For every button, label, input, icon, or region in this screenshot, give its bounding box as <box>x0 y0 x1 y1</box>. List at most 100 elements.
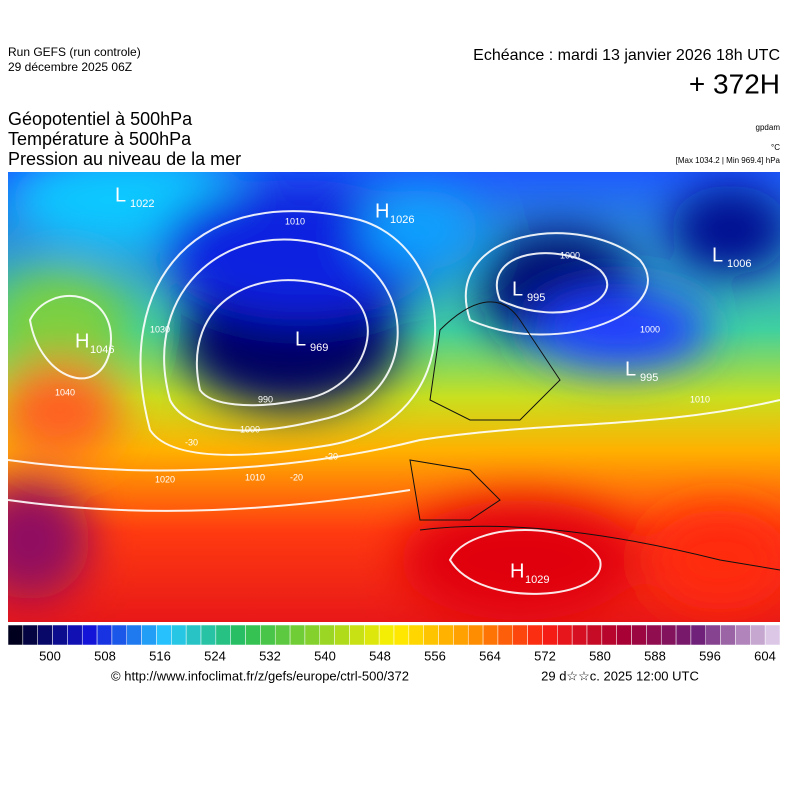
center-letter: L <box>625 358 636 380</box>
contour-label: 1010 <box>245 472 265 482</box>
title-line: Température à 500hPa <box>8 129 192 149</box>
colorbar-swatch <box>171 624 187 646</box>
colorbar-swatch <box>616 624 632 646</box>
center-value: 1006 <box>727 258 751 270</box>
center-value: 995 <box>640 372 658 384</box>
colorbar-swatch <box>245 624 261 646</box>
colorbar-tick-label: 516 <box>149 648 171 663</box>
colorbar-swatch <box>720 624 736 646</box>
colorbar-swatch <box>557 624 573 646</box>
center-value: 1026 <box>390 214 414 226</box>
contour-label: 1000 <box>640 324 660 334</box>
colorbar-swatch <box>111 624 128 646</box>
colorbar-tick-label: 580 <box>589 648 611 663</box>
colorbar-swatch <box>453 624 469 646</box>
colorbar-swatch <box>96 624 113 646</box>
unit: °C <box>771 143 780 152</box>
colorbar-swatch <box>52 624 68 646</box>
colorbar-swatch <box>601 624 617 646</box>
center-value: 1022 <box>130 198 154 210</box>
colorbar-swatch <box>497 624 514 646</box>
colorbar-swatch <box>67 624 83 646</box>
contour-label: 1010 <box>690 394 710 404</box>
center-value: 1046 <box>90 344 114 356</box>
center-letter: L <box>115 184 126 206</box>
colorbar-tick-label: 508 <box>94 648 116 663</box>
colorbar-swatch <box>274 624 291 646</box>
colorbar-tick-label: 532 <box>259 648 281 663</box>
colorbar-swatch <box>512 624 528 646</box>
contour-label: 1040 <box>55 387 75 397</box>
colorbar-tick-label: 500 <box>39 648 61 663</box>
colorbar-tick-label: 548 <box>369 648 391 663</box>
title-line: Pression au niveau de la mer <box>8 149 241 169</box>
colorbar-swatch <box>690 624 707 646</box>
contour-label: -30 <box>185 437 198 447</box>
colorbar-swatch <box>571 624 588 646</box>
colorbar-swatch <box>7 624 24 646</box>
colorbar-swatch <box>735 624 751 646</box>
center-letter: L <box>512 278 523 300</box>
contour-label: 1020 <box>155 474 175 484</box>
colorbar-swatch <box>393 624 410 646</box>
colorbar-tick-label: 596 <box>699 648 721 663</box>
run: Run GEFS (run controle) <box>8 45 141 59</box>
colorbar-swatch <box>438 624 454 646</box>
colorbar-swatch <box>646 624 662 646</box>
contour-label: 1030 <box>150 324 170 334</box>
colorbar-swatch <box>230 624 246 646</box>
colorbar: 500 508 516 524 532 540 548 556 564 572 580 588 596 6… <box>7 624 781 663</box>
contour-label: -20 <box>290 472 303 482</box>
unit: gpdam <box>756 123 781 132</box>
contour-label: 990 <box>258 394 273 404</box>
colorbar-swatch <box>527 624 543 646</box>
colorbar-swatch <box>660 624 677 646</box>
contour-label: 1010 <box>285 216 305 226</box>
colorbar-swatch <box>675 624 692 646</box>
center-value: 995 <box>527 292 545 304</box>
colorbar-swatch <box>378 624 395 646</box>
colorbar-swatch <box>141 624 157 646</box>
colorbar-swatch <box>750 624 766 646</box>
colorbar-swatch <box>349 624 365 646</box>
colorbar-swatch <box>81 624 98 646</box>
center-letter: L <box>295 328 306 350</box>
colorbar-swatch <box>586 624 603 646</box>
center-value: 1029 <box>525 574 549 586</box>
run-date: 29 décembre 2025 06Z <box>8 60 132 74</box>
colorbar-swatch <box>215 624 231 646</box>
colorbar-swatch <box>200 624 217 646</box>
colorbar-tick-label: 572 <box>534 648 556 663</box>
colorbar-swatch <box>364 624 380 646</box>
colorbar-swatch <box>764 624 781 646</box>
footer-url: © http://www.infoclimat.fr/z/gefs/europe… <box>111 668 409 683</box>
footer-issued: 29 d☆☆c. 2025 12:00 UTC <box>541 668 699 683</box>
colorbar-swatch <box>37 624 53 646</box>
contour-label: 1000 <box>240 424 260 434</box>
colorbar-swatch <box>289 624 306 646</box>
colorbar-swatch <box>319 624 335 646</box>
colorbar-tick-label: 556 <box>424 648 446 663</box>
title-line: Géopotentiel à 500hPa <box>8 109 193 129</box>
colorbar-swatch <box>22 624 38 646</box>
colorbar-tick-label: 564 <box>479 648 501 663</box>
colorbar-swatch <box>631 624 647 646</box>
colorbar-swatch <box>304 624 321 646</box>
colorbar-swatch <box>408 624 424 646</box>
colorbar-tick-label: 588 <box>644 648 666 663</box>
colorbar-swatch <box>260 624 276 646</box>
colorbar-swatch <box>542 624 558 646</box>
colorbar-tick-label: 540 <box>314 648 336 663</box>
contour-label: 1000 <box>560 250 580 260</box>
colorbar-swatch <box>467 624 484 646</box>
center-letter: H <box>510 560 524 582</box>
center-letter: H <box>375 200 389 222</box>
center-value: 969 <box>310 342 328 354</box>
colorbar-swatch <box>705 624 721 646</box>
lead-time: + 372H <box>689 68 780 99</box>
colorbar-swatch <box>126 624 142 646</box>
colorbar-swatch <box>185 624 202 646</box>
contour-label: -20 <box>325 451 338 461</box>
colorbar-tick-label: 524 <box>204 648 226 663</box>
